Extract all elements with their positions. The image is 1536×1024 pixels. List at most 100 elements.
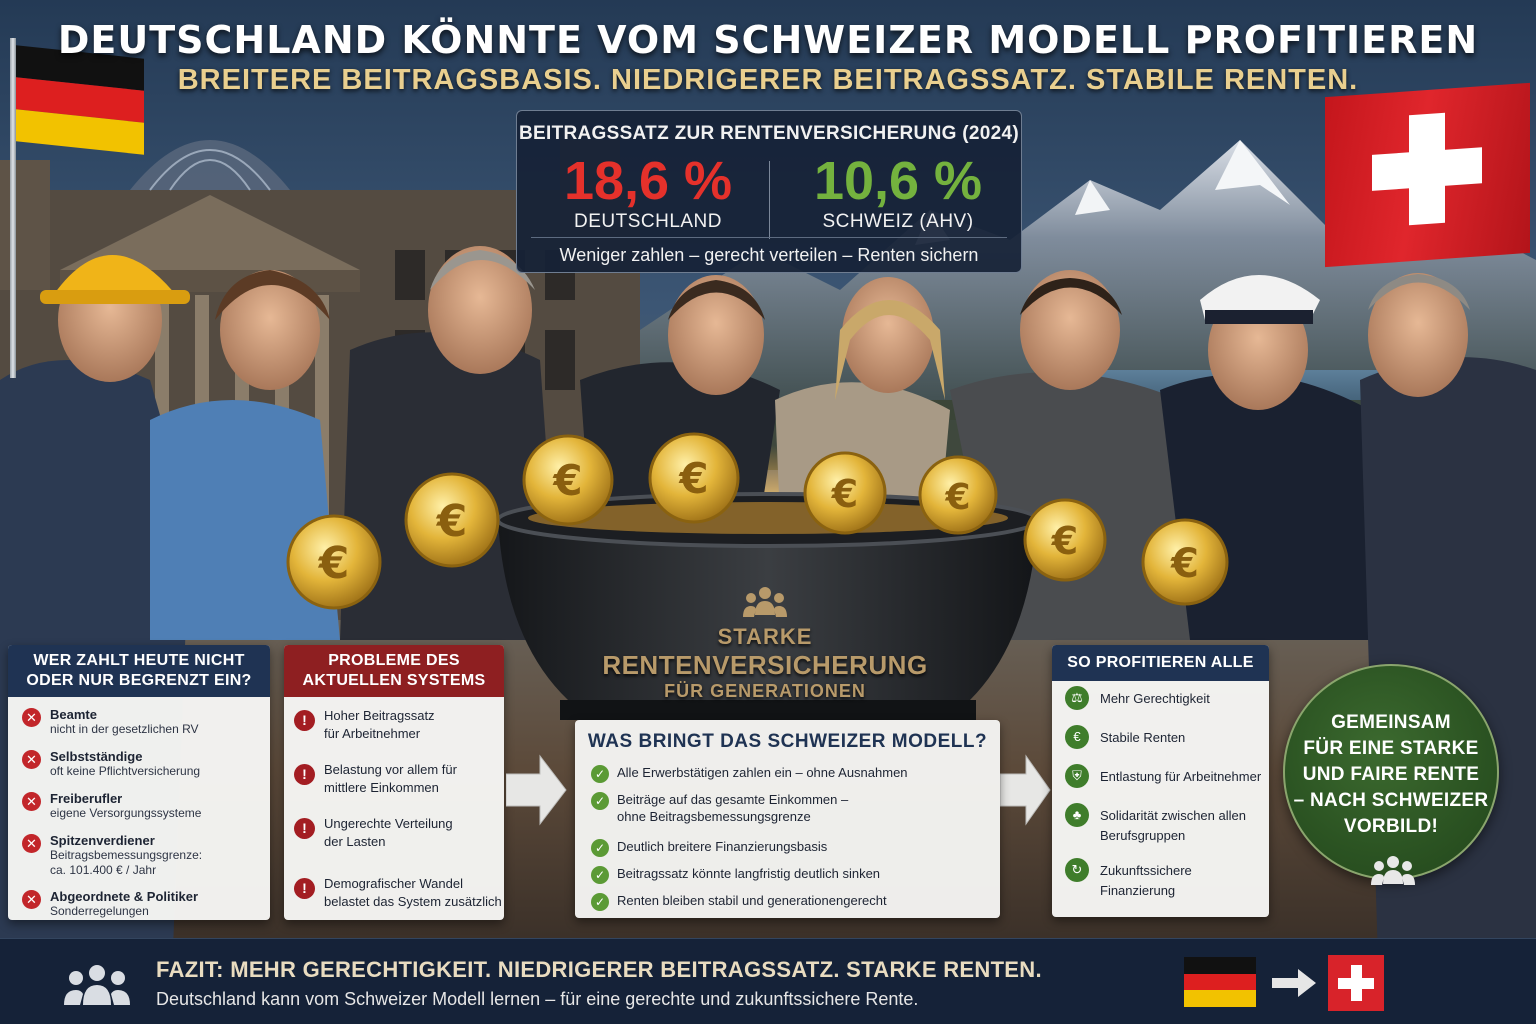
- list-item-text: Hoher Beitragssatz: [324, 708, 435, 723]
- x-circle-icon: ✕: [22, 834, 41, 853]
- rate-separator: [531, 237, 1007, 238]
- list-item-text: Belastung vor allem für: [324, 762, 457, 777]
- switzerland-flag-small: [1328, 955, 1384, 1011]
- list-item: ↻ Zukunftssichere Finanzierung: [1052, 858, 1269, 900]
- list-item-title: Freiberufler: [50, 791, 123, 806]
- list-item-subtitle: oft keine Pflichtversicherung: [50, 764, 201, 778]
- list-item-title: Beamte: [50, 707, 97, 722]
- check-circle-icon: ✓: [591, 839, 609, 857]
- together-badge: GEMEINSAM FÜR EINE STARKE UND FAIRE RENT…: [1283, 664, 1499, 885]
- exclamation-circle-icon: !: [294, 878, 315, 899]
- list-item-subtitle: eigene Versorgungssysteme: [50, 806, 202, 820]
- svg-text:€: €: [436, 496, 468, 547]
- badge-line: FÜR EINE STARKE: [1303, 738, 1479, 759]
- list-item-text: Berufsgruppen: [1100, 828, 1186, 843]
- list-item: ✕ Abgeordnete & Politiker Sonderregelung…: [8, 889, 270, 931]
- list-item-subtitle: Beitragsbemessungsgrenze:: [50, 848, 203, 862]
- list-item: ✓ Renten bleiben stabil und generationen…: [575, 892, 1000, 918]
- switzerland-rate: 10,6 % SCHWEIZ (AHV): [773, 151, 1023, 233]
- badge-text: GEMEINSAM FÜR EINE STARKE UND FAIRE RENT…: [1285, 710, 1497, 840]
- cauldron-line-2: RENTENVERSICHERUNG: [602, 650, 928, 680]
- euro-coins: € € € € € € € €: [286, 432, 1229, 610]
- badge-line: GEMEINSAM: [1331, 712, 1451, 733]
- money-cycle-icon: ↻: [1065, 858, 1089, 882]
- contribution-rate-box: BEITRAGSSATZ ZUR RENTENVERSICHERUNG (202…: [516, 110, 1022, 273]
- list-item: ! Hoher Beitragssatz für Arbeitnehmer: [284, 707, 504, 761]
- swiss-model-list: ✓ Alle Erwerbstätigen zahlen ein – ohne …: [575, 764, 1000, 919]
- list-item-text: Beiträge auf das gesamte Einkommen –: [617, 792, 849, 807]
- arrow-right-icon: [1000, 754, 1051, 826]
- list-item: ✓ Alle Erwerbstätigen zahlen ein – ohne …: [575, 764, 1000, 790]
- arrow-right-icon: [506, 754, 567, 826]
- list-item-text: Zukunftssichere Finanzierung: [1100, 863, 1192, 898]
- list-item-text: Demografischer Wandel: [324, 876, 463, 891]
- badge-line: – NACH SCHWEIZER: [1293, 790, 1489, 811]
- list-item-text: Alle Erwerbstätigen zahlen ein – ohne Au…: [617, 765, 908, 780]
- check-circle-icon: ✓: [591, 765, 609, 783]
- benefits-title: SO PROFITIEREN ALLE: [1052, 645, 1269, 681]
- list-item: ⛨ Entlastung für Arbeitnehmer: [1052, 764, 1269, 806]
- svg-text:€: €: [678, 454, 708, 503]
- rate-divider: [769, 161, 770, 239]
- list-item-subtitle: nicht in der gesetzlichen RV: [50, 722, 199, 736]
- switzerland-rate-label: SCHWEIZ (AHV): [822, 211, 974, 232]
- person-shield-icon: ⛨: [1065, 764, 1089, 788]
- list-item-text: der Lasten: [324, 834, 386, 849]
- svg-text:€: €: [831, 472, 858, 516]
- list-item: ✓ Beitragssatz könnte langfristig deutli…: [575, 865, 1000, 891]
- problems-panel: PROBLEME DES AKTUELLEN SYSTEMS ! Hoher B…: [284, 645, 504, 920]
- x-circle-icon: ✕: [22, 750, 41, 769]
- svg-text:€: €: [552, 456, 582, 505]
- list-item-text: belastet das System zusätzlich: [324, 894, 502, 909]
- list-item-text: Mehr Gerechtigkeit: [1100, 691, 1210, 706]
- list-item-text: für Arbeitnehmer: [324, 726, 421, 741]
- page-title: DEUTSCHLAND KÖNNTE VOM SCHWEIZER MODELL …: [57, 18, 1479, 62]
- list-item-text: Stabile Renten: [1100, 730, 1186, 745]
- swiss-model-title: WAS BRINGT DAS SCHWEIZER MODELL?: [587, 731, 988, 752]
- list-item: ! Belastung vor allem für mittlere Einko…: [284, 761, 504, 815]
- list-item-title: Abgeordnete & Politiker: [50, 889, 199, 904]
- who-pays-panel: WER ZAHLT HEUTE NICHT ODER NUR BEGRENZT …: [8, 645, 270, 920]
- people-group-icon: [743, 587, 787, 617]
- badge-line: UND FAIRE RENTE: [1302, 764, 1480, 785]
- page-subtitle: BREITERE BEITRAGSBASIS. NIEDRIGERER BEIT…: [177, 64, 1359, 96]
- list-item: ! Ungerechte Verteilung der Lasten: [284, 815, 504, 875]
- list-item: ✕ Beamte nicht in der gesetzlichen RV: [8, 707, 270, 749]
- footer-title: FAZIT: MEHR GERECHTIGKEIT. NIEDRIGERER B…: [156, 957, 1042, 982]
- list-item-text: Ungerechte Verteilung: [324, 816, 453, 831]
- svg-text:€: €: [1051, 519, 1078, 563]
- problems-list: ! Hoher Beitragssatz für Arbeitnehmer ! …: [284, 707, 504, 929]
- x-circle-icon: ✕: [22, 792, 41, 811]
- list-item-text: Solidarität zwischen allen: [1100, 808, 1246, 823]
- x-circle-icon: ✕: [22, 708, 41, 727]
- x-circle-icon: ✕: [22, 890, 41, 909]
- list-item-subtitle: ca. 101.400 € / Jahr: [50, 863, 157, 877]
- rate-slogan: Weniger zahlen – gerecht verteilen – Ren…: [559, 245, 979, 265]
- people-group-icon: [64, 965, 130, 1005]
- list-item-subtitle: Sonderregelungen: [50, 904, 149, 918]
- list-item: ⚖ Mehr Gerechtigkeit: [1052, 686, 1269, 728]
- rate-box-title: BEITRAGSSATZ ZUR RENTENVERSICHERUNG (202…: [519, 123, 1019, 144]
- footer-text: Deutschland kann vom Schweizer Modell le…: [156, 989, 919, 1009]
- germany-rate-value: 18,6 %: [563, 151, 733, 211]
- arrow-right-icon: [1272, 969, 1316, 997]
- check-circle-icon: ✓: [591, 866, 609, 884]
- germany-rate: 18,6 % DEUTSCHLAND: [523, 151, 773, 233]
- list-item: ! Demografischer Wandel belastet das Sys…: [284, 875, 504, 929]
- problems-title-line-2: AKTUELLEN SYSTEMS: [302, 672, 486, 689]
- problems-title-line-1: PROBLEME DES: [328, 652, 460, 669]
- exclamation-circle-icon: !: [294, 764, 315, 785]
- group-icon: ♣: [1065, 803, 1089, 827]
- list-item-text: Deutlich breitere Finanzierungsbasis: [617, 839, 828, 854]
- list-item-title: Selbstständige: [50, 749, 143, 764]
- cauldron-line-3: FÜR GENERATIONEN: [664, 681, 866, 701]
- problems-title: PROBLEME DES AKTUELLEN SYSTEMS: [284, 645, 504, 697]
- svg-text:€: €: [944, 477, 970, 518]
- who-pays-title-line-2: ODER NUR BEGRENZT EIN?: [26, 672, 252, 689]
- people-group-icon: [1371, 856, 1415, 885]
- exclamation-circle-icon: !: [294, 710, 315, 731]
- svg-text:€: €: [1170, 541, 1199, 587]
- switzerland-rate-value: 10,6 %: [813, 151, 983, 211]
- list-item: ♣ Solidarität zwischen allen Berufsgrupp…: [1052, 803, 1269, 861]
- who-pays-list: ✕ Beamte nicht in der gesetzlichen RV ✕ …: [8, 707, 270, 931]
